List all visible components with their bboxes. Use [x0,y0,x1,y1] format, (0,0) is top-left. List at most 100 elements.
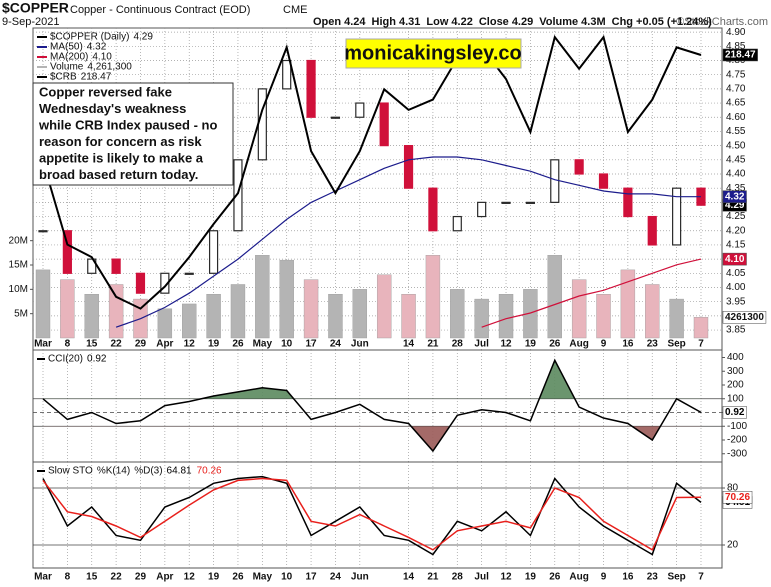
x-tick-label: 12 [500,339,512,350]
candle [525,201,536,204]
field-value: 4.3M [581,16,605,28]
last-value-tag-box [722,252,747,266]
x-tick-label: 24 [330,339,342,350]
volume-bar [376,274,392,339]
x-tick-label: Aug [569,339,588,350]
candle [135,272,146,294]
y-tick-label: 80 [727,483,739,494]
date: 9-Sep-2021 [2,16,60,28]
series-line [481,258,702,328]
y-tick-label: 4.20 [726,225,746,236]
volume-bar [279,259,294,339]
y-tick-label: 4.55 [726,126,746,137]
candle [477,201,487,218]
x-tick-label: Sep [667,572,685,583]
x-tick-label: 19 [525,339,537,350]
volume-bar [352,289,368,339]
x-tick-label: 12 [184,572,196,583]
candle [501,201,511,204]
annotation-line: while CRB Index paused - no [38,117,217,132]
legend-value: 4.10 [92,52,112,63]
x-tick-label: 9 [601,572,607,583]
volume-bar [693,317,709,339]
last-value-tag-box [722,311,767,324]
volume-bar [450,289,465,339]
x-tick-label: 12 [500,572,512,583]
x-tick-label: 7 [698,339,704,350]
legend-name: Volume [50,62,84,73]
x-tick-label: Jun [351,339,369,350]
annotation-line: reason for concern as risk [39,134,202,149]
x-tick-label: 15 [86,339,98,350]
candle [403,145,414,189]
field-label: Open [313,16,341,28]
last-value-tag: 218.47 [725,50,756,61]
last-value-tag: 4.10 [725,254,745,265]
x-tick-label: 8 [65,572,71,583]
banner: monicakingsley.co [344,42,521,64]
y-tick-label: 4.50 [726,140,746,151]
legend-value: 64.81 [167,466,192,477]
volume-bar [35,269,51,339]
x-tick-label: Mar [34,572,52,583]
last-value-tag: 70.26 [725,492,750,503]
y2-tick-label: 10M [9,284,28,295]
annotation-line: broad based return today. [39,167,198,182]
x-tick-label: 19 [208,339,220,350]
candle [623,187,633,218]
x-tick-label: 12 [184,339,196,350]
legend-name: MA(50) [50,42,83,53]
y-tick-label: 4.85 [726,41,746,52]
y2-tick-label: 15M [9,260,28,271]
volume-bar [669,298,684,339]
volume-bar [108,284,124,339]
field-label: Chg [612,16,633,28]
x-tick-label: 17 [306,339,318,350]
volume-bar [230,284,246,339]
x-tick-label: 17 [306,572,318,583]
legend-name: CCI(20) [48,354,83,365]
x-tick-label: 26 [549,572,561,583]
volume-bar [84,294,99,339]
y-tick-label: 400 [727,352,744,363]
series-line [42,475,702,556]
volume-bar [255,255,270,339]
candle [282,59,292,90]
x-tick-label: 10 [281,339,293,350]
x-tick-label: 7 [698,572,704,583]
volume-bar [498,294,514,339]
field-value: 4.22 [451,16,472,28]
symbol: $COPPER [2,0,69,16]
x-tick-label: 26 [549,339,561,350]
legend-title: Slow STO [48,466,93,477]
candle [208,230,219,274]
candle [574,159,584,175]
x-tick-label: Mar [34,339,52,350]
x-tick-label: Apr [156,339,173,350]
y-tick-label: 4.60 [726,112,746,123]
candle [38,230,48,233]
candle [184,272,194,275]
field-value: 4.31 [399,16,420,28]
x-tick-label: 16 [622,572,634,583]
candle [647,215,657,246]
y-tick-label: 4.70 [726,84,746,95]
x-tick-label: 23 [647,339,659,350]
legend-value: 0.92 [87,354,107,365]
legend-name: MA(200) [50,52,88,63]
y2-tick-label: 5M [14,308,28,319]
y-tick-label: 20 [727,540,739,551]
last-value-tag: 4.32 [725,191,745,202]
banner-box [345,38,522,69]
x-tick-label: 26 [232,572,244,583]
field-label: Low [426,16,448,28]
x-tick-label: Apr [156,572,173,583]
candle [330,116,341,119]
candle [62,230,72,274]
field-value: 4.29 [512,16,533,28]
last-value-tag-box [722,190,747,203]
candle [111,258,121,274]
volume-bar [645,284,660,339]
y-tick-label: -100 [727,421,747,432]
